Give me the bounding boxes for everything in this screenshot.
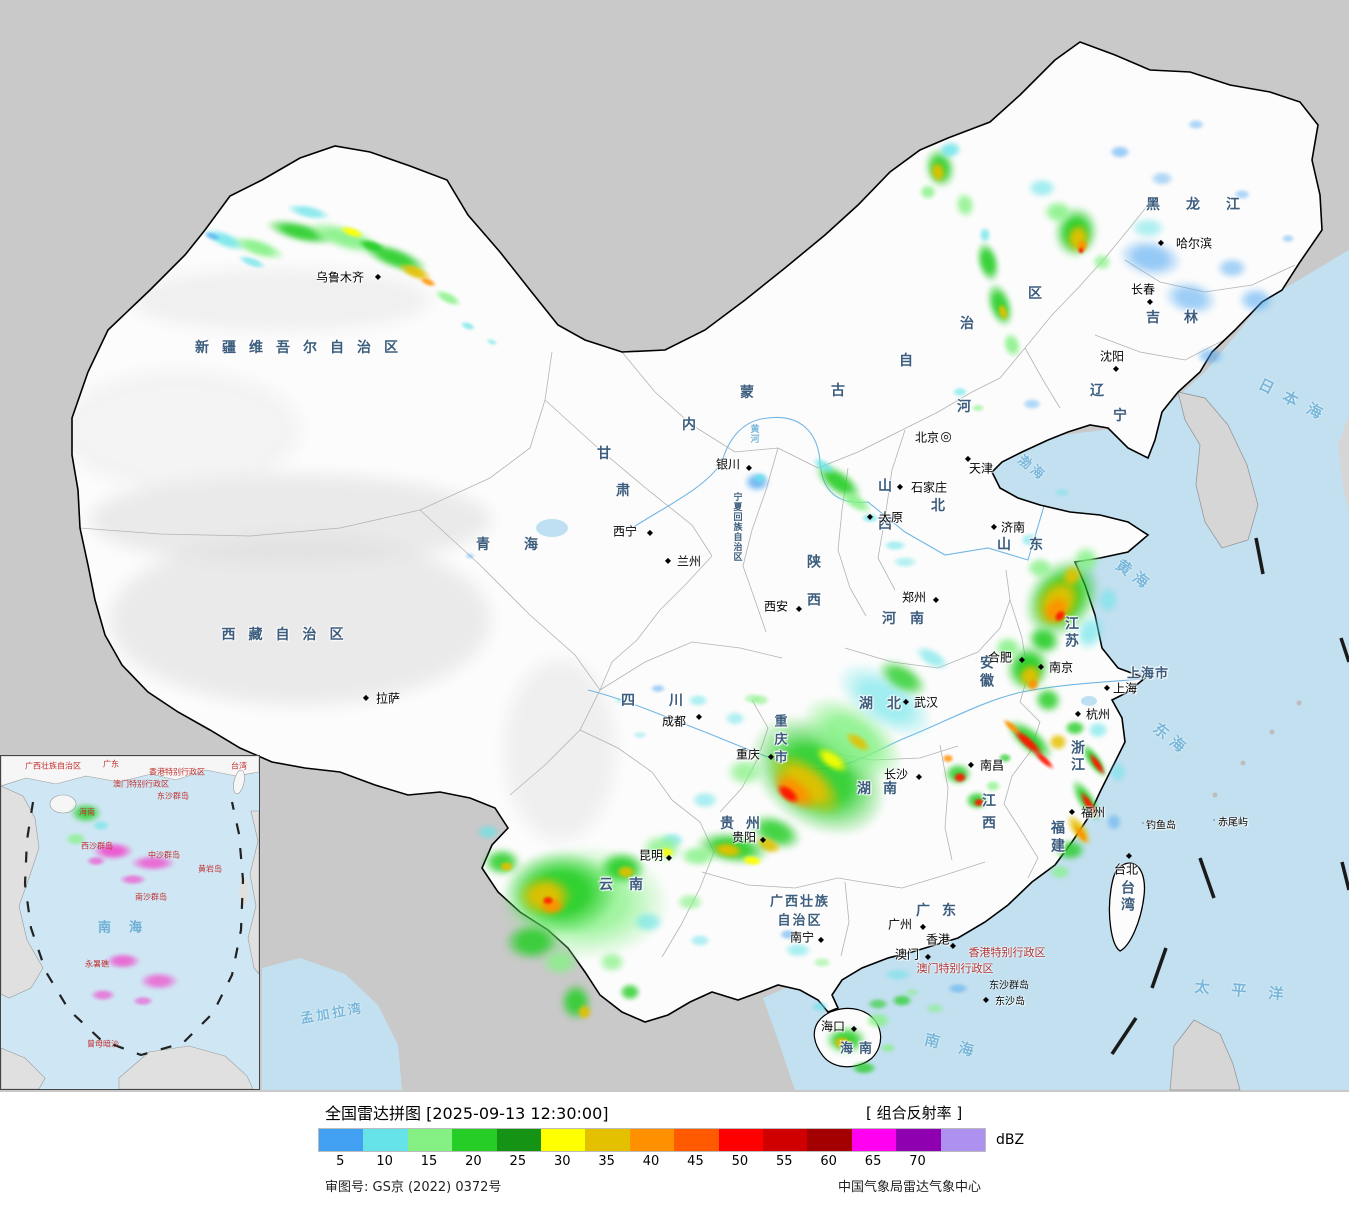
colorbar-segment <box>851 1129 897 1151</box>
legend-panel: 全国雷达拼图 [2025-09-13 12:30:00] [ 组合反射率 ] d… <box>0 1092 1349 1208</box>
colorbar-tick: 20 <box>465 1154 482 1169</box>
colorbar-tick <box>940 1154 984 1169</box>
colorbar-segment <box>940 1129 986 1151</box>
colorbar-segment <box>452 1129 497 1151</box>
korea-peninsula <box>1177 391 1259 549</box>
luzon-island <box>1169 1019 1241 1091</box>
colorbar-segment <box>718 1129 764 1151</box>
colorbar-tick-labels: 5 10 15 20 25 30 35 40 45 50 55 60 65 70 <box>318 1154 984 1169</box>
colorbar-segment <box>407 1129 453 1151</box>
inset-hainan <box>49 794 77 814</box>
colorbar-tick: 15 <box>420 1154 438 1169</box>
hainan-island <box>813 1007 882 1068</box>
taiwan-island <box>1108 862 1146 952</box>
inset-china-coast <box>1 756 259 787</box>
colorbar-tick: 30 <box>553 1154 571 1169</box>
colorbar-segment <box>896 1129 941 1151</box>
unit-label: dBZ <box>996 1132 1025 1148</box>
map-title: 全国雷达拼图 [2025-09-13 12:30:00] <box>325 1104 609 1123</box>
maritime-boundary-dashes <box>1110 537 1349 1055</box>
inset-nine-dash-line <box>23 801 245 1057</box>
colorbar-tick: 55 <box>775 1154 793 1169</box>
colorbar-segment <box>319 1129 364 1151</box>
product-label: [ 组合反射率 ] <box>866 1104 963 1122</box>
china-radar-map: 新疆维吾尔自治区 西藏自治区 青海甘肃内蒙古自治区黑龙江 吉林辽宁河北山西 山东 河南 陕西… <box>0 0 1349 1092</box>
colorbar-segment <box>496 1129 542 1151</box>
inset-philippines <box>247 810 259 975</box>
inset-malay <box>1 1047 46 1089</box>
colorbar-tick: 70 <box>909 1154 926 1169</box>
colorbar-segment <box>541 1129 586 1151</box>
colorbar-tick: 10 <box>376 1154 393 1169</box>
colorbar-tick: 45 <box>687 1154 704 1169</box>
colorbar-tick: 25 <box>509 1154 527 1169</box>
colorbar-tick: 5 <box>336 1154 345 1169</box>
japan-coast-sliver <box>1338 415 1349 512</box>
colorbar-segment <box>585 1129 630 1151</box>
ryukyu-islands <box>1212 700 1302 798</box>
qinghai-lake <box>536 519 568 537</box>
colorbar-segment <box>807 1129 852 1151</box>
colorbar-tick: 40 <box>642 1154 660 1169</box>
bay-of-bengal <box>262 958 402 1090</box>
inset-indochina <box>1 785 44 999</box>
reflectivity-colorbar <box>318 1128 986 1152</box>
colorbar-segment <box>363 1129 408 1151</box>
colorbar-segment <box>763 1129 808 1151</box>
inset-taiwan <box>233 769 245 795</box>
credit: 中国气象局雷达气象中心 <box>838 1180 982 1195</box>
colorbar-tick: 50 <box>731 1154 749 1169</box>
terrain-shading <box>72 270 615 840</box>
colorbar-segment <box>629 1129 675 1151</box>
colorbar-segment <box>674 1129 719 1151</box>
approval-number: 审图号: GS京 (2022) 0372号 <box>325 1180 502 1195</box>
colorbar-tick: 35 <box>598 1154 615 1169</box>
south-china-sea-inset: 南海 广西壮族自治区 广东 香港特别行政区 澳门特别行政区 台湾 东沙群岛 海南 西沙群岛 中沙群… <box>0 755 260 1090</box>
taihu-lake <box>1081 696 1097 706</box>
inset-geography <box>1 756 259 1089</box>
colorbar-tick: 65 <box>864 1154 882 1169</box>
colorbar-tick: 60 <box>820 1154 837 1169</box>
inset-borneo <box>118 1045 254 1089</box>
